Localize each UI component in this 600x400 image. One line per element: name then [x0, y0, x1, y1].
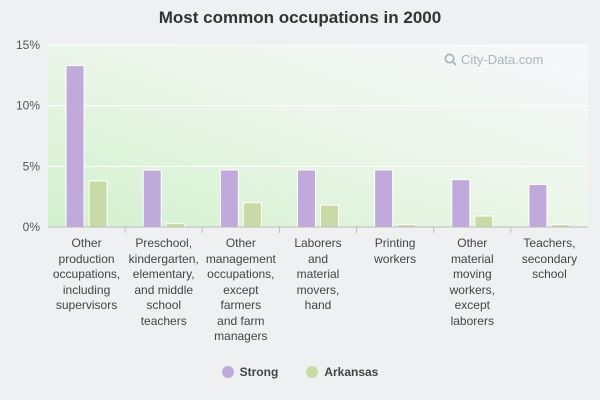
magnifier-icon [444, 53, 457, 66]
bar-arkansas-2 [165, 222, 185, 228]
plot-area [48, 45, 588, 227]
x-tick-label-line: material [450, 251, 494, 266]
legend-item-arkansas: Arkansas [306, 365, 378, 379]
x-tick-label-line: and middle [134, 282, 194, 297]
x-tick-label-line: occupations, [207, 267, 275, 281]
bar-strong-6 [451, 179, 471, 228]
x-tick-label-line: production [58, 251, 115, 266]
x-tick-label-line: Preschool, [135, 236, 193, 250]
x-tick-label-line: Other [225, 236, 256, 250]
x-tick-label-line: managers [214, 329, 268, 343]
bar-arkansas-6 [474, 215, 494, 228]
bar-strong-7 [528, 184, 548, 228]
x-tick-label-line: teachers [140, 313, 187, 328]
x-tick-label-line: material [296, 267, 340, 281]
y-tick-label: 10% [16, 99, 40, 113]
x-tick-label-line: workers, [449, 282, 495, 297]
bar-strong-3 [219, 169, 239, 228]
x-tick-label-line: hand [304, 298, 332, 312]
legend-label-arkansas: Arkansas [324, 365, 379, 379]
x-tick-label-line: Printing [374, 236, 416, 250]
x-tick-label-line: Teachers, [523, 236, 576, 250]
x-tick-label-line: Laborers [294, 236, 342, 250]
chart-title: Most common occupations in 2000 [158, 8, 442, 27]
x-tick-label-line: secondary [521, 251, 578, 266]
x-tick-label-line: including [62, 282, 111, 297]
x-tick-label-line: laborers [450, 313, 494, 328]
watermark: City-Data.com [444, 52, 543, 67]
y-tick-label: 0% [23, 220, 41, 234]
x-tick-label-line: moving [452, 267, 492, 281]
x-tick-label-4: Laborers and material movers, hand [280, 236, 356, 314]
x-tick-label-line: farmers [220, 298, 262, 312]
y-tick-label: 15% [16, 38, 40, 52]
legend-swatch-arkansas [306, 366, 319, 378]
x-tick-label-7: Teachers, secondary school [511, 236, 587, 283]
bar-arkansas-1 [88, 180, 108, 228]
x-tick-label-5: Printing workers [357, 236, 433, 267]
bar-strong-1 [65, 65, 85, 228]
x-tick-label-line: kindergarten, [128, 251, 199, 266]
x-tick-label-line: Other [457, 236, 488, 250]
bar-strong-2 [142, 169, 162, 228]
x-tick-label-6: Other material moving workers, except laborer… [434, 236, 510, 329]
x-tick-label-line: school [532, 267, 567, 281]
x-tick-label-1: Other production occupations, including supe… [49, 236, 125, 314]
x-tick-label-line: and [307, 251, 329, 266]
bar-strong-5 [374, 169, 394, 228]
legend-item-strong: Strong [221, 365, 279, 379]
bar-arkansas-3 [242, 202, 262, 228]
x-tick-label-line: except [454, 298, 490, 312]
x-tick-label-line: supervisors [55, 298, 118, 312]
legend-swatch-strong [221, 366, 234, 378]
watermark-text: City-Data.com [461, 52, 544, 67]
x-tick-label-line: movers, [296, 282, 340, 297]
legend: Strong Arkansas [0, 365, 600, 379]
x-tick-label-line: except [223, 282, 259, 297]
x-tick-label-2: Preschool, kindergarten, elementary, and mi… [126, 236, 202, 329]
x-tick-label-line: Other [71, 236, 102, 250]
x-tick-label-line: school [146, 298, 182, 312]
x-tick-label-line: workers [374, 251, 417, 266]
x-tick-label-line: management [205, 251, 276, 266]
bar-strong-4 [297, 169, 316, 228]
y-tick-label: 5% [23, 159, 41, 173]
bar-arkansas-4 [320, 204, 339, 228]
x-tick-label-line: elementary, [132, 267, 195, 281]
x-tick-label-3: Other management occupations, except farmers… [203, 236, 279, 345]
legend-label-strong: Strong [239, 365, 279, 379]
x-tick-label-line: occupations, [52, 267, 121, 281]
x-tick-label-line: and farm [217, 313, 265, 328]
